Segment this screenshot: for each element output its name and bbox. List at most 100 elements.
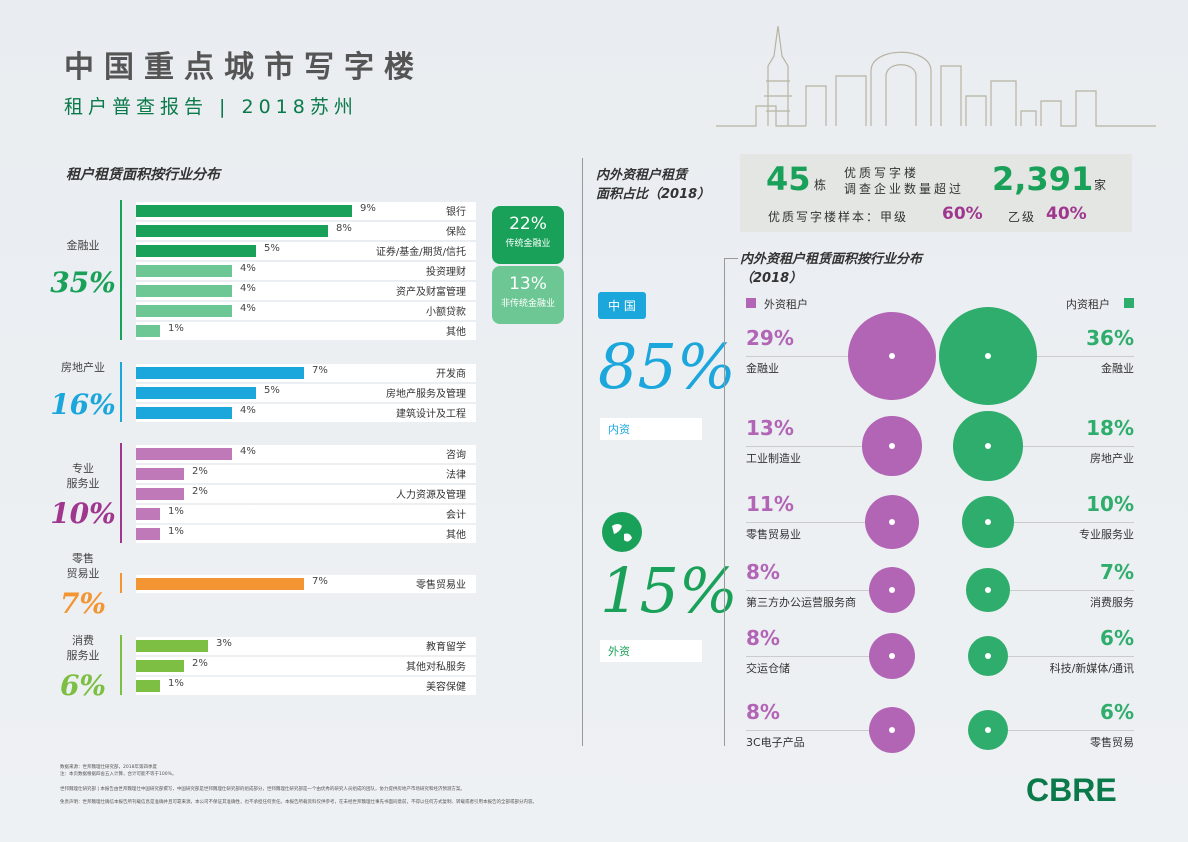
cbre-logo: CBRE: [1026, 772, 1117, 808]
bar-value-label: 1%: [168, 678, 184, 689]
bar-category-label: 开发商: [436, 369, 466, 380]
bar: [136, 325, 160, 337]
sample-label: 优质写字楼样本：甲级: [768, 210, 909, 224]
category-label: 房地产业: [61, 361, 105, 374]
domestic-bubble: [967, 635, 1009, 677]
domestic-guide-line: [988, 356, 1134, 357]
bar-row: 7% 开发商: [136, 364, 476, 382]
domestic-legend-label: 内资租户: [1066, 298, 1110, 311]
subtype-pct: 22%: [509, 214, 547, 234]
domestic-industry-label: 消费服务: [1090, 596, 1134, 609]
bar-row: 5% 证券/基金/期货/信托: [136, 242, 476, 260]
subtype-label: 传统金融业: [505, 239, 551, 249]
bar: [136, 285, 232, 297]
companies-unit: 家: [1094, 178, 1107, 192]
foreign-industry-label: 3C电子产品: [746, 736, 805, 749]
finance-subtype-box: 22% 传统金融业: [492, 206, 564, 264]
category-accent-line: [120, 443, 122, 543]
bar-category-label: 资产及财富管理: [396, 287, 466, 298]
bar: [136, 387, 256, 399]
bar-category-label: 法律: [446, 470, 466, 481]
bar-category-label: 银行: [446, 207, 466, 218]
bar-row: 1% 其他: [136, 525, 476, 543]
foreign-industry-label: 金融业: [746, 362, 779, 375]
bar-value-label: 1%: [168, 506, 184, 517]
bar-row: 5% 房地产服务及管理: [136, 384, 476, 402]
subtype-label: 非传统金融业: [500, 299, 555, 309]
bar-category-label: 其他: [446, 530, 466, 541]
domestic-label: 内资: [600, 418, 702, 440]
bar-value-label: 8%: [336, 223, 352, 234]
bar: [136, 225, 328, 237]
finance-subtype-box: 13% 非传统金融业: [492, 266, 564, 324]
foreign-label: 外资: [600, 640, 702, 662]
bar-category-label: 建筑设计及工程: [396, 409, 466, 420]
bar-category-label: 证券/基金/期货/信托: [375, 247, 466, 258]
domestic-pct: 18%: [1086, 416, 1134, 440]
china-tag: 中 国: [598, 292, 646, 319]
industry-distribution-title: 租户租赁面积按行业分布: [66, 167, 220, 183]
page-title: 中国重点城市写字楼: [64, 50, 424, 85]
grade-b-pct: 40%: [1046, 204, 1087, 224]
bar-category-label: 咨询: [446, 450, 466, 461]
bar-category-label: 其他对私服务: [406, 662, 466, 673]
foreign-bubble: [847, 311, 937, 401]
bar: [136, 488, 184, 500]
bar-row: 4% 资产及财富管理: [136, 282, 476, 300]
foreign-bubble: [868, 706, 916, 754]
bar: [136, 578, 304, 590]
foreign-pct: 15%: [600, 554, 738, 627]
bar: [136, 640, 208, 652]
domestic-guide-line: [988, 446, 1134, 447]
category-label: 零售 贸易业: [66, 552, 100, 580]
domestic-foreign-title: 内外资租户租赁 面积占比（2018）: [596, 168, 711, 202]
bar-row: 4% 咨询: [136, 445, 476, 463]
foreign-pct: 8%: [746, 700, 780, 724]
foreign-pct: 8%: [746, 626, 780, 650]
domestic-bubble: [953, 411, 1023, 481]
domestic-guide-line: [988, 730, 1134, 731]
middle-divider: [582, 158, 583, 746]
suzhou-skyline-illustration: [716, 26, 1156, 127]
category-pct: 16%: [50, 388, 116, 421]
bar-row: 4% 小额贷款: [136, 302, 476, 320]
bar-row: 3% 教育留学: [136, 637, 476, 655]
foreign-legend-label: 外资租户: [764, 298, 808, 311]
domestic-pct: 6%: [1100, 700, 1134, 724]
category-accent-line: [120, 200, 122, 340]
foreign-guide-line: [746, 446, 892, 447]
domestic-pct: 7%: [1100, 560, 1134, 584]
foreign-industry-label: 工业制造业: [746, 452, 801, 465]
foreign-industry-label: 交运仓储: [746, 662, 790, 675]
summary-desc-line2: 调查企业数量超过: [844, 182, 965, 196]
bar: [136, 265, 232, 277]
foreign-bubble: [862, 416, 922, 476]
foreign-industry-label: 第三方办公运营服务商: [746, 596, 856, 609]
bar-category-label: 保险: [446, 227, 466, 238]
bar-category-label: 教育留学: [426, 642, 466, 653]
bar: [136, 680, 160, 692]
foreign-pct: 29%: [746, 326, 794, 350]
foreign-guide-line: [746, 730, 892, 731]
bar-category-label: 房地产服务及管理: [386, 389, 466, 400]
bar-row: 8% 保险: [136, 222, 476, 240]
bar-value-label: 7%: [312, 576, 328, 587]
domestic-industry-label: 科技/新媒体/通讯: [1049, 662, 1134, 675]
foreign-guide-line: [746, 590, 892, 591]
bar-value-label: 5%: [264, 243, 280, 254]
grade-b-label: 乙级: [1008, 210, 1037, 224]
subtype-pct: 13%: [509, 274, 547, 294]
footer-notes: 数据来源：世邦魏理仕研究部，2018年第四季度 注：本页数据根据四舍五入计算，合…: [60, 764, 940, 806]
domestic-guide-line: [988, 522, 1134, 523]
category-accent-line: [120, 573, 122, 593]
bar-category-label: 其他: [446, 327, 466, 338]
bar: [136, 528, 160, 540]
bar: [136, 245, 256, 257]
buildings-unit: 栋: [814, 178, 827, 192]
summary-desc-line1: 优质写字楼: [844, 166, 920, 180]
bar: [136, 448, 232, 460]
domestic-industry-label: 金融业: [1101, 362, 1134, 375]
bar-row: 2% 法律: [136, 465, 476, 483]
bar: [136, 468, 184, 480]
bar-value-label: 2%: [192, 486, 208, 497]
